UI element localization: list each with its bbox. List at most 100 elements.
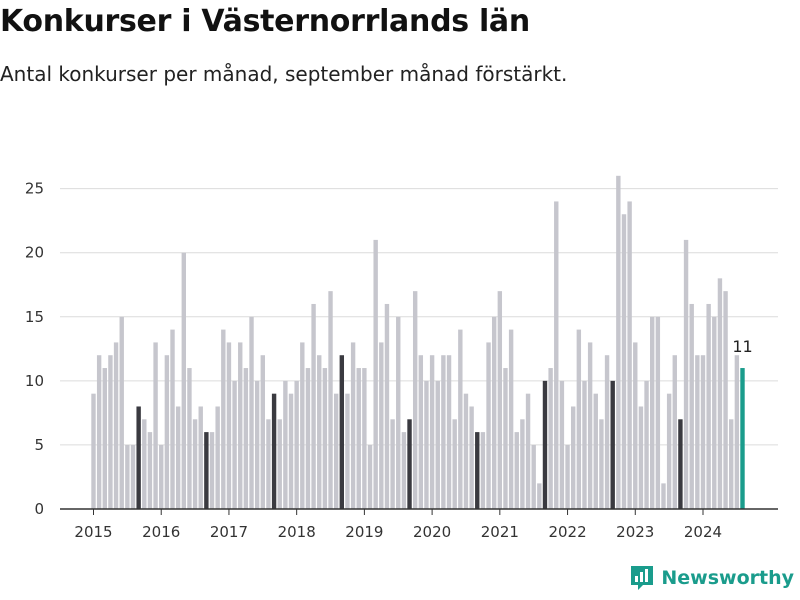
bar <box>125 444 130 509</box>
x-tick-label: 2019 <box>345 523 383 541</box>
bar <box>655 316 661 509</box>
bar <box>305 368 311 509</box>
bar <box>260 355 265 509</box>
bar <box>712 316 717 509</box>
bar <box>514 432 519 509</box>
bar <box>283 380 288 509</box>
bar <box>379 342 384 509</box>
latest-value-label: 11 <box>732 337 752 356</box>
latest-bar <box>740 368 745 509</box>
bar <box>113 342 119 509</box>
bar <box>367 444 373 509</box>
bar <box>661 483 666 509</box>
bar <box>559 380 565 509</box>
bar <box>672 355 677 509</box>
bar <box>412 291 418 509</box>
bar <box>695 355 700 509</box>
bar <box>96 355 102 509</box>
bar <box>520 419 525 509</box>
bar <box>638 406 644 509</box>
bar <box>486 342 491 509</box>
bar <box>424 380 429 509</box>
bar <box>350 342 356 509</box>
bar <box>706 303 711 509</box>
bar <box>215 406 220 509</box>
bar <box>271 393 277 509</box>
bar <box>418 355 424 509</box>
y-tick-label: 0 <box>34 500 44 518</box>
bar <box>345 393 350 509</box>
bar <box>469 406 474 509</box>
bar <box>311 303 316 509</box>
bar <box>401 432 407 509</box>
bar <box>621 214 627 509</box>
bar <box>198 406 203 509</box>
bar <box>723 291 728 509</box>
bar <box>328 291 333 509</box>
bar <box>666 393 672 509</box>
bar <box>627 201 632 509</box>
bar <box>119 316 124 509</box>
x-tick-label: 2015 <box>74 523 112 541</box>
bar <box>153 342 158 509</box>
bar <box>650 316 655 509</box>
bar-chart: 0 5 10 15 20 25 11 2015 2016 2017 2018 2019 2020 2021… <box>25 175 778 541</box>
bar <box>441 355 446 509</box>
bar <box>238 342 243 509</box>
bar <box>277 419 282 509</box>
bar <box>480 432 486 509</box>
bar <box>300 342 305 509</box>
bar <box>531 444 536 509</box>
bar <box>164 355 170 509</box>
bar <box>554 201 559 509</box>
y-tick-label: 20 <box>25 244 44 262</box>
bar <box>458 329 463 509</box>
x-tick-label: 2017 <box>210 523 248 541</box>
bar <box>593 393 598 509</box>
bar <box>497 291 503 509</box>
bar <box>587 342 593 509</box>
bar <box>435 380 440 509</box>
bar <box>130 444 136 509</box>
bar <box>610 380 615 509</box>
bar <box>226 342 232 509</box>
y-tick-label: 5 <box>34 436 44 454</box>
bar <box>537 483 542 509</box>
bar <box>700 355 706 509</box>
x-tick-label: 2020 <box>413 523 451 541</box>
bar <box>232 380 237 509</box>
bar <box>452 419 457 509</box>
x-tick-label: 2018 <box>278 523 316 541</box>
bar <box>678 419 683 509</box>
bar <box>175 406 181 509</box>
bar <box>503 368 508 509</box>
bar <box>475 432 480 509</box>
bar <box>266 419 271 509</box>
bar <box>243 368 249 509</box>
chart-title: Konkurser i Västernorrlands län <box>0 4 530 39</box>
newsworthy-logo-icon <box>631 566 654 590</box>
x-tick-label: 2024 <box>684 523 722 541</box>
bar <box>249 316 254 509</box>
bar <box>604 355 610 509</box>
bar <box>204 432 209 509</box>
bar <box>542 380 548 509</box>
bar <box>254 380 260 509</box>
x-tick-label: 2023 <box>616 523 654 541</box>
bar <box>187 368 192 509</box>
bar <box>599 419 604 509</box>
y-tick-label: 10 <box>25 372 44 390</box>
bar <box>339 355 345 509</box>
bar <box>102 368 107 509</box>
bar <box>373 239 378 509</box>
bar <box>734 355 740 509</box>
bar <box>147 432 153 509</box>
x-tick-label: 2016 <box>142 523 180 541</box>
bar <box>525 393 531 509</box>
bar <box>407 419 412 509</box>
bar <box>221 329 226 509</box>
bar <box>356 368 361 509</box>
bar <box>209 432 215 509</box>
bar <box>294 380 299 509</box>
bar <box>384 303 390 509</box>
